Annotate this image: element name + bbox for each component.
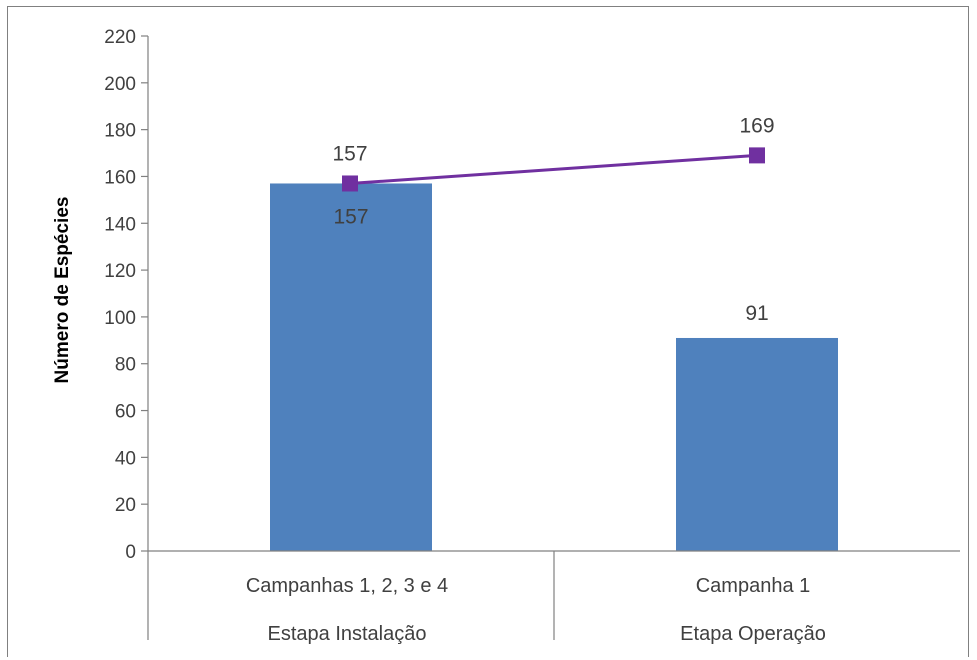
y-tick-label: 160: [104, 167, 136, 188]
y-tick-label: 180: [104, 121, 136, 142]
bar-data-label: 157: [333, 205, 368, 228]
line-data-label: 157: [332, 142, 367, 165]
y-tick-label: 220: [104, 27, 136, 48]
y-tick-label: 120: [104, 261, 136, 282]
x-axis: Campanhas 1, 2, 3 e 4 Estapa Instalação Ca…: [148, 550, 960, 645]
x-group-label: Estapa Instalação: [268, 623, 427, 645]
y-axis-ticks: 0 20 40 60 80 100 120 140 160 180 200 220: [104, 27, 149, 640]
x-group-label: Etapa Operação: [680, 623, 826, 645]
bars: [270, 183, 838, 551]
y-tick-label: 60: [115, 402, 136, 423]
line-data-label: 169: [739, 114, 774, 137]
line-marker: [749, 147, 765, 164]
y-tick-label: 140: [104, 214, 136, 235]
bar: [676, 337, 838, 551]
x-category-label: Campanhas 1, 2, 3 e 4: [246, 575, 448, 597]
y-tick-label: 100: [104, 308, 136, 329]
y-tick-label: 20: [115, 495, 136, 516]
x-category-label: Campanha 1: [696, 575, 811, 597]
y-tick-label: 0: [125, 542, 136, 563]
y-axis-title: Número de Espécies: [52, 197, 73, 384]
line-marker: [342, 175, 358, 192]
y-tick-label: 40: [115, 448, 136, 469]
bar-data-label: 91: [745, 302, 768, 325]
data-labels: 157 91 157 169: [332, 114, 774, 325]
y-tick-label: 200: [104, 74, 136, 95]
line-series: [342, 147, 765, 192]
line-path: [349, 153, 758, 185]
y-tick-label: 80: [115, 355, 136, 376]
bar: [270, 183, 432, 551]
